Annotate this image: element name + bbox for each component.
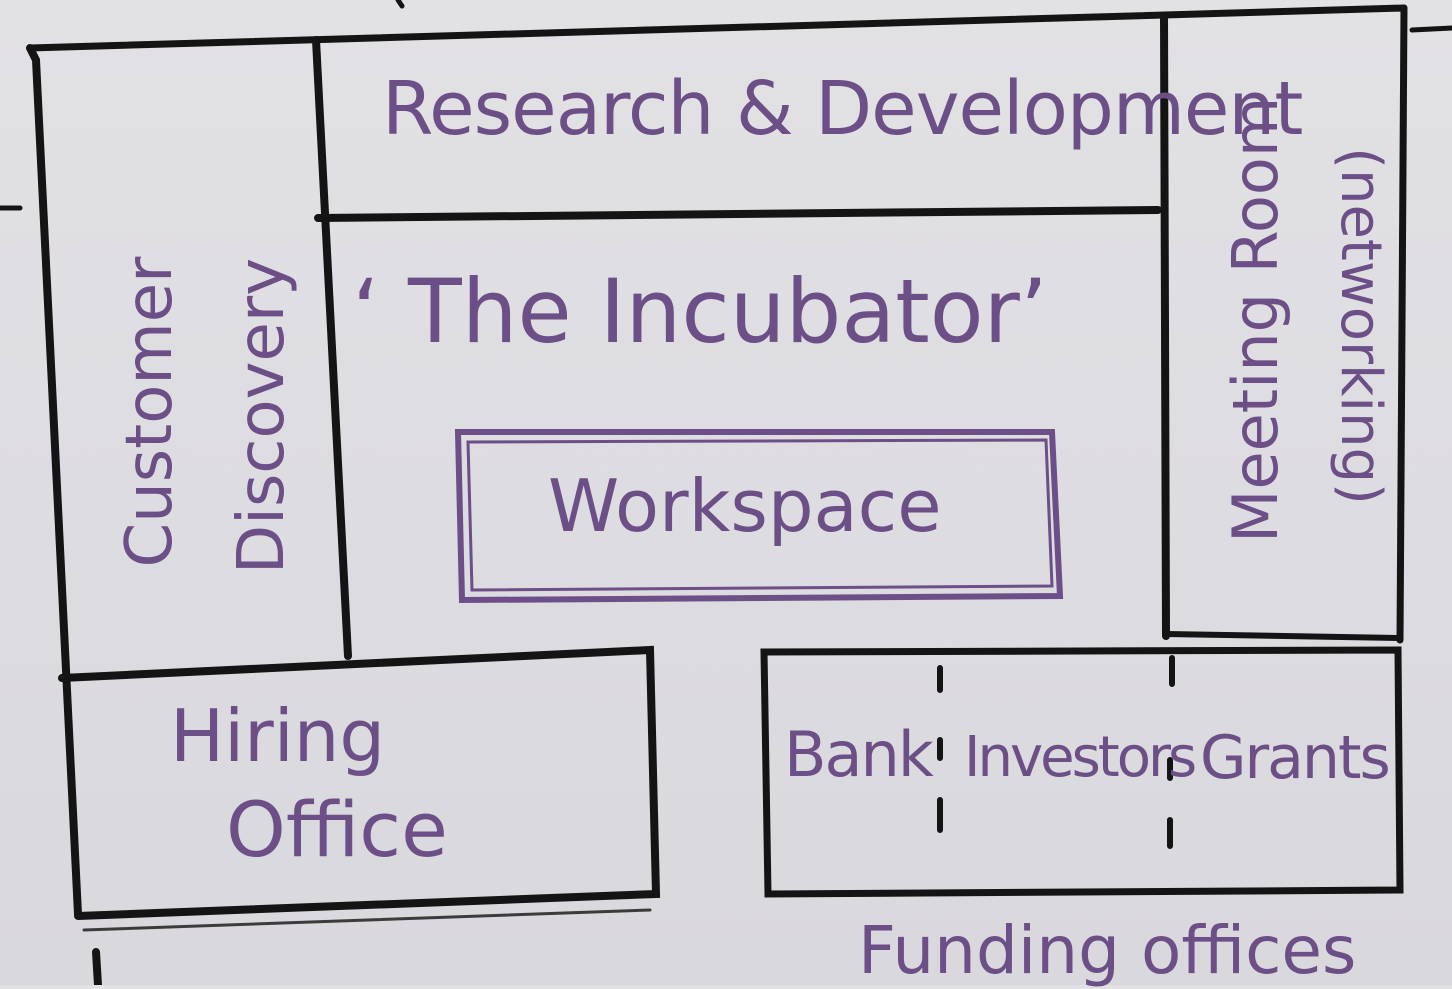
meeting-room-label-2: (networking) bbox=[1328, 147, 1393, 505]
outer-left-wall bbox=[26, 44, 82, 918]
customer-discovery-label-1: Customer bbox=[113, 256, 187, 568]
customer-discovery-label-2: Discovery bbox=[225, 257, 299, 575]
hiring-office-label-1: Hiring bbox=[170, 694, 386, 778]
hiring-office-label-2: Office bbox=[226, 785, 448, 874]
lower-wall-line bbox=[82, 908, 652, 932]
outer-top-wall bbox=[26, 4, 1408, 52]
bank-label: Bank bbox=[784, 718, 934, 791]
investors-label: Investors bbox=[964, 725, 1197, 790]
stray-mark-top bbox=[395, 0, 405, 9]
meeting-room-wall bbox=[1160, 12, 1170, 640]
workspace-box-outer bbox=[454, 429, 1064, 604]
rd-bottom-wall bbox=[314, 206, 1162, 222]
outer-right-wall bbox=[1396, 4, 1408, 644]
workspace-box-inner bbox=[466, 438, 1054, 592]
funding-offices-box bbox=[760, 646, 1404, 898]
grants-label: Grants bbox=[1200, 723, 1391, 793]
customer-discovery-wall bbox=[312, 36, 352, 660]
meeting-room-label-1: Meeting Room bbox=[1219, 96, 1292, 543]
stray-mark-right bbox=[1409, 25, 1452, 33]
divider-investors-grants bbox=[1167, 655, 1175, 849]
research-development-label: Research & Development bbox=[382, 66, 1303, 152]
incubator-title: ‘ The Incubator’ bbox=[352, 260, 1048, 363]
lower-left-wall bbox=[92, 948, 102, 989]
funding-offices-label: Funding offices bbox=[858, 912, 1357, 989]
workspace-label: Workspace bbox=[548, 464, 942, 548]
meeting-room-bottom bbox=[1163, 631, 1403, 641]
hiring-office-box bbox=[58, 645, 661, 920]
